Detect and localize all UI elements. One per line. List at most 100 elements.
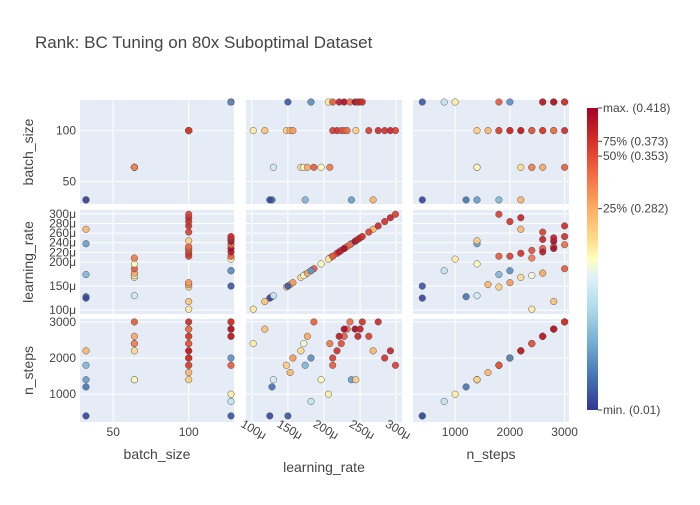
data-point[interactable] bbox=[440, 98, 448, 106]
data-point[interactable] bbox=[418, 196, 426, 204]
data-point[interactable] bbox=[561, 222, 569, 230]
data-point[interactable] bbox=[335, 332, 343, 340]
data-point[interactable] bbox=[261, 127, 269, 135]
data-point[interactable] bbox=[303, 163, 311, 171]
data-point[interactable] bbox=[335, 248, 343, 256]
data-point[interactable] bbox=[185, 361, 193, 369]
data-point[interactable] bbox=[289, 127, 297, 135]
data-point[interactable] bbox=[227, 282, 235, 290]
data-point[interactable] bbox=[329, 354, 337, 362]
data-point[interactable] bbox=[130, 318, 138, 326]
data-point[interactable] bbox=[185, 318, 193, 326]
data-point[interactable] bbox=[365, 332, 373, 340]
data-point[interactable] bbox=[418, 98, 426, 106]
data-point[interactable] bbox=[185, 210, 193, 218]
data-point[interactable] bbox=[539, 269, 547, 277]
data-point[interactable] bbox=[528, 271, 536, 280]
data-point[interactable] bbox=[440, 397, 448, 405]
data-point[interactable] bbox=[185, 376, 193, 384]
data-point[interactable] bbox=[185, 127, 193, 135]
data-point[interactable] bbox=[82, 347, 90, 355]
data-point[interactable] bbox=[82, 196, 90, 204]
data-point[interactable] bbox=[495, 252, 503, 260]
data-point[interactable] bbox=[381, 218, 389, 226]
data-point[interactable] bbox=[462, 196, 470, 204]
data-point[interactable] bbox=[227, 354, 235, 362]
data-point[interactable] bbox=[528, 254, 536, 262]
data-point[interactable] bbox=[528, 340, 536, 348]
data-point[interactable] bbox=[358, 232, 366, 241]
data-point[interactable] bbox=[340, 325, 348, 333]
data-point[interactable] bbox=[374, 222, 382, 230]
data-point[interactable] bbox=[358, 98, 366, 106]
data-point[interactable] bbox=[539, 163, 547, 171]
data-point[interactable] bbox=[303, 332, 311, 340]
data-point[interactable] bbox=[484, 281, 492, 289]
data-point[interactable] bbox=[82, 240, 90, 248]
data-point[interactable] bbox=[539, 127, 547, 135]
data-point[interactable] bbox=[495, 98, 503, 106]
data-point[interactable] bbox=[352, 127, 360, 135]
data-point[interactable] bbox=[227, 361, 235, 369]
data-point[interactable] bbox=[130, 163, 138, 171]
data-point[interactable] bbox=[317, 376, 325, 384]
data-point[interactable] bbox=[561, 318, 569, 326]
data-point[interactable] bbox=[391, 210, 400, 218]
data-point[interactable] bbox=[386, 214, 394, 222]
data-point[interactable] bbox=[185, 305, 193, 313]
data-point[interactable] bbox=[451, 98, 459, 106]
data-point[interactable] bbox=[374, 318, 382, 326]
data-point[interactable] bbox=[269, 376, 277, 384]
data-point[interactable] bbox=[130, 347, 138, 355]
data-point[interactable] bbox=[227, 98, 235, 106]
data-point[interactable] bbox=[506, 218, 514, 226]
data-point[interactable] bbox=[550, 127, 558, 135]
data-point[interactable] bbox=[418, 412, 426, 420]
data-point[interactable] bbox=[473, 127, 481, 135]
data-point[interactable] bbox=[227, 332, 235, 340]
data-point[interactable] bbox=[561, 98, 569, 106]
data-point[interactable] bbox=[130, 254, 138, 262]
data-point[interactable] bbox=[227, 390, 235, 398]
data-point[interactable] bbox=[561, 127, 569, 135]
data-point[interactable] bbox=[473, 163, 481, 171]
data-point[interactable] bbox=[227, 412, 235, 420]
data-point[interactable] bbox=[528, 163, 536, 171]
data-point[interactable] bbox=[301, 196, 309, 204]
data-point[interactable] bbox=[495, 270, 503, 279]
data-point[interactable] bbox=[340, 244, 348, 253]
data-point[interactable] bbox=[528, 305, 536, 313]
data-point[interactable] bbox=[346, 318, 354, 326]
data-point[interactable] bbox=[130, 332, 138, 340]
data-point[interactable] bbox=[329, 252, 337, 260]
data-point[interactable] bbox=[326, 163, 334, 171]
data-point[interactable] bbox=[282, 361, 290, 369]
data-point[interactable] bbox=[82, 361, 90, 369]
data-point[interactable] bbox=[391, 127, 400, 135]
data-point[interactable] bbox=[365, 228, 373, 236]
data-point[interactable] bbox=[484, 127, 492, 135]
data-point[interactable] bbox=[495, 196, 503, 204]
data-point[interactable] bbox=[185, 347, 193, 355]
data-point[interactable] bbox=[495, 127, 503, 135]
data-point[interactable] bbox=[227, 267, 235, 275]
data-point[interactable] bbox=[506, 267, 514, 275]
data-point[interactable] bbox=[185, 237, 193, 245]
data-point[interactable] bbox=[506, 354, 514, 362]
data-point[interactable] bbox=[506, 279, 514, 287]
data-point[interactable] bbox=[227, 318, 235, 326]
data-point[interactable] bbox=[374, 127, 382, 135]
data-point[interactable] bbox=[365, 127, 373, 135]
data-point[interactable] bbox=[517, 196, 525, 204]
data-point[interactable] bbox=[356, 325, 364, 333]
data-point[interactable] bbox=[473, 260, 481, 268]
data-point[interactable] bbox=[473, 376, 481, 384]
data-point[interactable] bbox=[528, 246, 536, 254]
data-point[interactable] bbox=[286, 368, 294, 377]
data-point[interactable] bbox=[185, 228, 193, 236]
data-point[interactable] bbox=[333, 347, 341, 355]
data-point[interactable] bbox=[82, 294, 90, 302]
data-point[interactable] bbox=[484, 368, 492, 377]
data-point[interactable] bbox=[418, 294, 426, 302]
data-point[interactable] bbox=[317, 163, 325, 171]
